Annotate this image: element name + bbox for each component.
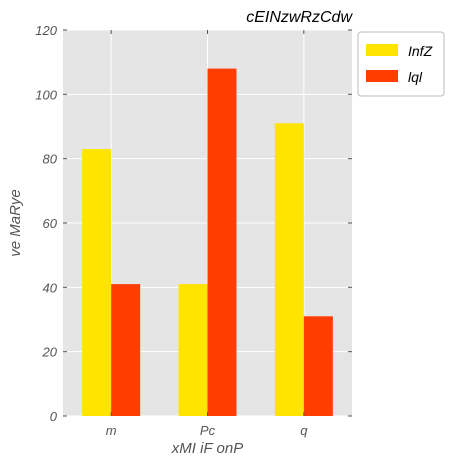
legend-swatch-InfZ	[366, 44, 398, 56]
x-axis-title: xMI iF onP	[171, 440, 243, 457]
legend-label-InfZ: InfZ	[408, 43, 433, 59]
x-tick-label: q	[300, 423, 308, 438]
bars	[82, 68, 333, 417]
bar-lql-Pc	[207, 68, 237, 416]
legend-box	[357, 31, 445, 97]
y-axis-title: ve MaRye	[7, 189, 24, 257]
y-axis: 0 20 40 60 80 100 120	[35, 23, 352, 424]
legend-swatch-lql	[366, 70, 398, 82]
bar-InfZ-q	[274, 123, 304, 417]
y-tick-label: 120	[35, 23, 57, 38]
bar-lql-m	[111, 284, 141, 416]
y-tick-label: 0	[50, 409, 58, 424]
bar-InfZ-m	[82, 149, 112, 416]
y-tick-label: 40	[43, 280, 58, 295]
y-tick-label: 80	[43, 152, 58, 167]
x-axis: m Pc q	[106, 30, 308, 438]
chart-title: cEINzwRzCdw	[246, 9, 353, 26]
x-tick-label: Pc	[200, 423, 216, 438]
legend: InfZ lql	[357, 31, 445, 97]
bar-InfZ-Pc	[178, 284, 208, 416]
y-tick-label: 60	[43, 216, 58, 231]
bar-lql-q	[303, 316, 333, 416]
legend-label-lql: lql	[408, 69, 423, 85]
x-tick-label: m	[106, 423, 117, 438]
y-tick-label: 100	[35, 87, 57, 102]
y-tick-label: 20	[42, 345, 58, 360]
